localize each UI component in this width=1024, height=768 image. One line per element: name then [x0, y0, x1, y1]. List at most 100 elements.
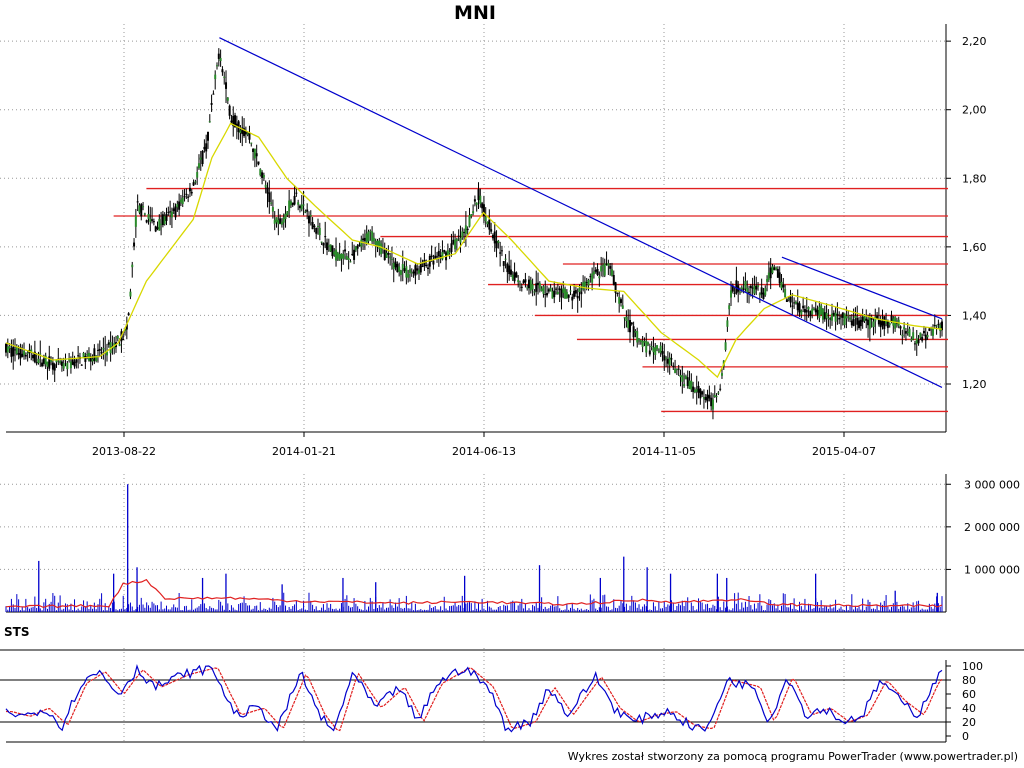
candle-body: [473, 199, 476, 202]
sts-tick-label: 40: [962, 702, 976, 715]
candle-body: [518, 283, 521, 285]
candle-body: [497, 240, 500, 243]
candle-body: [794, 301, 797, 304]
volume-panel: 1 000 000 2 000 000 3 000 000: [0, 474, 1020, 613]
candle-body: [295, 192, 298, 194]
candle-body: [926, 335, 929, 338]
candle-body: [407, 273, 410, 278]
candle-body: [634, 330, 637, 333]
candle-body: [172, 208, 175, 211]
candle-body: [374, 241, 377, 247]
y-tick-label: 1,60: [962, 241, 987, 254]
x-tick-label: 2015-04-07: [812, 445, 876, 458]
candle-body: [105, 351, 108, 356]
candle-body: [261, 172, 264, 178]
candle-body: [720, 373, 723, 376]
candle-body: [791, 305, 794, 307]
candle-body: [129, 291, 132, 297]
candle-body: [414, 265, 417, 276]
candle-body: [179, 199, 182, 203]
candle-body: [852, 319, 855, 326]
candle-body: [24, 354, 27, 357]
candle-body: [163, 216, 166, 225]
candle-body: [600, 266, 603, 272]
candle-body: [360, 239, 363, 247]
candle-body: [48, 356, 51, 369]
candle-body: [524, 279, 527, 283]
candle-body: [466, 228, 469, 231]
candle-body: [567, 294, 570, 298]
indicator-label: STS: [4, 625, 30, 639]
candle-body: [169, 211, 172, 213]
candle-body: [858, 320, 861, 329]
candle-body: [19, 347, 22, 359]
candle-body: [234, 115, 237, 128]
candle-body: [271, 207, 274, 212]
candle-body: [417, 269, 420, 274]
candle-body: [134, 215, 137, 227]
candle-body: [448, 252, 451, 254]
candle-body: [841, 312, 844, 318]
candle-body: [845, 316, 848, 319]
candle-body: [127, 313, 130, 316]
candle-body: [450, 243, 453, 252]
candle-body: [933, 324, 936, 326]
candle-body: [719, 388, 722, 390]
footer-credit: Wykres został stworzony za pomocą progra…: [567, 750, 1018, 763]
candle-body: [44, 355, 47, 365]
candle-body: [850, 320, 853, 326]
sts-tick-label: 20: [962, 716, 976, 729]
candle-body: [872, 321, 875, 328]
candle-body: [181, 197, 184, 204]
candle-body: [371, 231, 374, 242]
candle-body: [15, 347, 18, 354]
candle-body: [537, 282, 540, 285]
volume-bars: [5, 484, 943, 612]
candle-body: [230, 120, 233, 123]
candle-body: [500, 250, 503, 252]
candle-body: [275, 217, 278, 223]
candle-body: [39, 353, 42, 355]
candle-body: [565, 291, 568, 299]
candle-body: [616, 292, 619, 294]
candle-body: [280, 221, 283, 225]
candle-body: [847, 314, 850, 316]
candle-body: [812, 308, 815, 310]
candle-body: [924, 334, 927, 341]
candle-body: [235, 123, 238, 127]
candle-body: [742, 288, 745, 290]
candle-body: [394, 261, 397, 268]
candle-body: [190, 191, 193, 194]
candle-body: [246, 133, 249, 135]
candle-body: [486, 221, 489, 225]
candle-body: [724, 342, 727, 350]
candle-body: [861, 316, 864, 323]
candle-body: [176, 204, 179, 208]
candle-body: [834, 312, 837, 322]
candle-body: [443, 249, 446, 253]
candle-body: [735, 280, 738, 294]
candle-body: [906, 331, 909, 333]
candle-body: [205, 143, 208, 152]
candle-body: [531, 284, 534, 290]
candle-body: [55, 359, 58, 363]
candle-body: [758, 293, 761, 296]
candle-body: [697, 385, 700, 393]
candle-body: [895, 322, 898, 324]
candle-body: [729, 290, 732, 298]
candle-body: [571, 296, 574, 301]
candle-body: [726, 320, 729, 327]
candle-body: [632, 326, 635, 338]
candle-body: [823, 312, 826, 320]
candle-body: [522, 280, 525, 284]
candle-body: [670, 358, 673, 360]
candle-body: [459, 237, 462, 243]
candle-body: [257, 161, 260, 165]
candle-body: [472, 211, 475, 214]
candle-body: [140, 204, 143, 217]
candle-body: [549, 287, 552, 292]
candle-body: [610, 269, 613, 276]
candle-body: [96, 349, 99, 351]
candle-body: [95, 355, 98, 362]
